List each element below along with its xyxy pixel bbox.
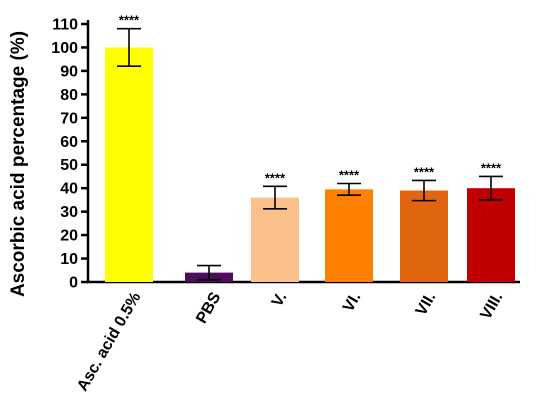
y-tick-label: 80 [60,87,78,104]
y-tick-label: 90 [60,63,78,80]
y-tick-label: 50 [60,157,78,174]
significance-label: **** [265,170,286,185]
significance-label: **** [414,164,435,179]
bar [251,197,299,282]
y-tick-label: 0 [69,275,78,292]
bar [105,47,153,282]
bar [467,188,515,282]
significance-label: **** [119,13,140,28]
x-tick-label: VIII. [478,290,507,323]
y-tick-label: 30 [60,204,78,221]
bars: **** **** **** **** **** [105,13,515,282]
y-tick-label: 100 [51,40,78,57]
x-tick-label: VI. [340,290,365,315]
x-tick-label: PBS [193,289,224,326]
significance-label: **** [481,160,502,175]
significance-label: **** [339,167,360,182]
x-tick-label: VII. [413,290,440,319]
bar [325,189,373,282]
bar [400,190,448,282]
y-tick-label: 10 [60,251,78,268]
x-tick-label: V. [269,290,291,310]
x-tick-label: Asc. acid 0.5% [74,290,144,395]
x-tick-labels: Asc. acid 0.5% PBS V. VI. VII. VIII. [74,289,506,394]
y-tick-label: 70 [60,110,78,127]
y-tick-label: 60 [60,134,78,151]
y-ticks: 0 10 20 30 40 50 60 70 80 90 100 110 [51,17,88,292]
y-tick-label: 20 [60,228,78,245]
y-tick-label: 40 [60,181,78,198]
y-axis-title: Ascorbic acid percentage (%) [8,31,29,297]
y-tick-label: 110 [52,17,78,34]
